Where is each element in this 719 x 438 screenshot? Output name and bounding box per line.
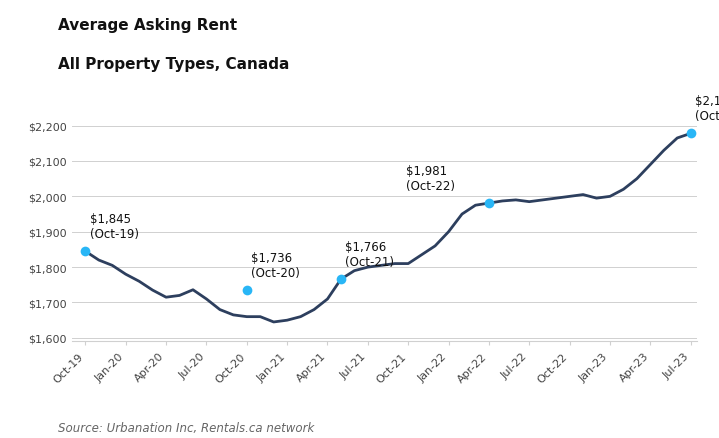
Text: $1,766
(Oct-21): $1,766 (Oct-21): [345, 240, 394, 268]
Text: All Property Types, Canada: All Property Types, Canada: [58, 57, 289, 72]
Text: $1,736
(Oct-20): $1,736 (Oct-20): [251, 251, 300, 279]
Text: Source: Urbanation Inc, Rentals.ca network: Source: Urbanation Inc, Rentals.ca netwo…: [58, 420, 313, 434]
Text: $1,981
(Oct-22): $1,981 (Oct-22): [406, 165, 454, 193]
Text: $2,178
(Oct-23): $2,178 (Oct-23): [695, 95, 719, 123]
Text: $1,845
(Oct-19): $1,845 (Oct-19): [90, 212, 139, 240]
Text: Average Asking Rent: Average Asking Rent: [58, 18, 237, 32]
